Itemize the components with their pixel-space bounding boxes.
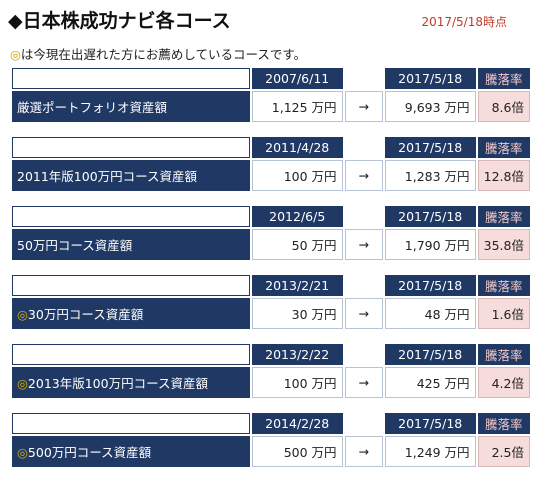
note-text: は今現在出遅れた方にお薦めしているコースです。 bbox=[20, 47, 307, 62]
page-title: ◆日本株成功ナビ各コース bbox=[8, 10, 231, 32]
arrow-icon: → bbox=[344, 91, 383, 122]
as-of-date: 2017/5/18時点 bbox=[421, 15, 507, 29]
rate-header: 騰落率 bbox=[477, 137, 530, 158]
start-date: 2011/4/28 bbox=[251, 137, 343, 158]
rate-value: 4.2倍 bbox=[477, 367, 530, 398]
rate-value: 1.6倍 bbox=[477, 298, 530, 329]
rate-value: 12.8倍 bbox=[477, 160, 530, 191]
course-table: 2007/6/11 2017/5/18 騰落率 厳選ポートフォリオ資産額 1,1… bbox=[10, 66, 532, 122]
start-value: 50 万円 bbox=[251, 229, 343, 260]
course-name-text: 2011年版100万円コース資産額 bbox=[17, 169, 198, 184]
course-name-text: 厳選ポートフォリオ資産額 bbox=[17, 100, 168, 115]
rate-header: 騰落率 bbox=[477, 413, 530, 434]
header-blank-cell bbox=[12, 206, 250, 227]
header-blank-cell bbox=[12, 68, 250, 89]
rate-value: 35.8倍 bbox=[477, 229, 530, 260]
double-circle-icon: ◎ bbox=[10, 47, 21, 62]
start-date: 2013/2/22 bbox=[251, 344, 343, 365]
course-table: 2013/2/21 2017/5/18 騰落率 ◎30万円コース資産額 30 万… bbox=[10, 273, 532, 329]
start-value: 500 万円 bbox=[251, 436, 343, 467]
end-value: 48 万円 bbox=[384, 298, 476, 329]
end-date: 2017/5/18 bbox=[384, 206, 476, 227]
arrow-icon: → bbox=[344, 160, 383, 191]
course-name-text: 30万円コース資産額 bbox=[27, 307, 144, 322]
rate-value: 2.5倍 bbox=[477, 436, 530, 467]
course-name: 厳選ポートフォリオ資産額 bbox=[12, 91, 250, 122]
end-date: 2017/5/18 bbox=[384, 68, 476, 89]
start-value: 1,125 万円 bbox=[251, 91, 343, 122]
course-name-text: 2013年版100万円コース資産額 bbox=[27, 376, 208, 391]
course-name: 2011年版100万円コース資産額 bbox=[12, 160, 250, 191]
end-date: 2017/5/18 bbox=[384, 275, 476, 296]
double-circle-icon: ◎ bbox=[17, 376, 28, 391]
header-spacer bbox=[344, 413, 383, 434]
page-header: ◆日本株成功ナビ各コース 2017/5/18時点 bbox=[8, 6, 535, 32]
course-name: ◎500万円コース資産額 bbox=[12, 436, 250, 467]
start-date: 2007/6/11 bbox=[251, 68, 343, 89]
course-name: ◎2013年版100万円コース資産額 bbox=[12, 367, 250, 398]
recommendation-note: ◎は今現在出遅れた方にお薦めしているコースです。 bbox=[10, 44, 306, 63]
rate-header: 騰落率 bbox=[477, 206, 530, 227]
start-date: 2012/6/5 bbox=[251, 206, 343, 227]
rate-value: 8.6倍 bbox=[477, 91, 530, 122]
header-spacer bbox=[344, 206, 383, 227]
end-date: 2017/5/18 bbox=[384, 413, 476, 434]
header-blank-cell bbox=[12, 275, 250, 296]
end-date: 2017/5/18 bbox=[384, 344, 476, 365]
arrow-icon: → bbox=[344, 298, 383, 329]
header-blank-cell bbox=[12, 344, 250, 365]
end-value: 425 万円 bbox=[384, 367, 476, 398]
course-name: ◎30万円コース資産額 bbox=[12, 298, 250, 329]
end-value: 1,249 万円 bbox=[384, 436, 476, 467]
arrow-icon: → bbox=[344, 229, 383, 260]
course-table: 2013/2/22 2017/5/18 騰落率 ◎2013年版100万円コース資… bbox=[10, 342, 532, 398]
end-value: 1,283 万円 bbox=[384, 160, 476, 191]
arrow-icon: → bbox=[344, 436, 383, 467]
course-table: 2012/6/5 2017/5/18 騰落率 50万円コース資産額 50 万円 … bbox=[10, 204, 532, 260]
header-spacer bbox=[344, 275, 383, 296]
course-table: 2014/2/28 2017/5/18 騰落率 ◎500万円コース資産額 500… bbox=[10, 411, 532, 467]
start-date: 2013/2/21 bbox=[251, 275, 343, 296]
start-date: 2014/2/28 bbox=[251, 413, 343, 434]
header-spacer bbox=[344, 344, 383, 365]
rate-header: 騰落率 bbox=[477, 275, 530, 296]
course-table: 2011/4/28 2017/5/18 騰落率 2011年版100万円コース資産… bbox=[10, 135, 532, 191]
start-value: 100 万円 bbox=[251, 367, 343, 398]
double-circle-icon: ◎ bbox=[17, 307, 28, 322]
header-spacer bbox=[344, 68, 383, 89]
header-spacer bbox=[344, 137, 383, 158]
double-circle-icon: ◎ bbox=[17, 445, 28, 460]
start-value: 30 万円 bbox=[251, 298, 343, 329]
rate-header: 騰落率 bbox=[477, 344, 530, 365]
arrow-icon: → bbox=[344, 367, 383, 398]
end-value: 9,693 万円 bbox=[384, 91, 476, 122]
course-name: 50万円コース資産額 bbox=[12, 229, 250, 260]
start-value: 100 万円 bbox=[251, 160, 343, 191]
course-name-text: 50万円コース資産額 bbox=[17, 238, 133, 253]
course-name-text: 500万円コース資産額 bbox=[27, 445, 152, 460]
header-blank-cell bbox=[12, 137, 250, 158]
end-value: 1,790 万円 bbox=[384, 229, 476, 260]
end-date: 2017/5/18 bbox=[384, 137, 476, 158]
rate-header: 騰落率 bbox=[477, 68, 530, 89]
header-blank-cell bbox=[12, 413, 250, 434]
